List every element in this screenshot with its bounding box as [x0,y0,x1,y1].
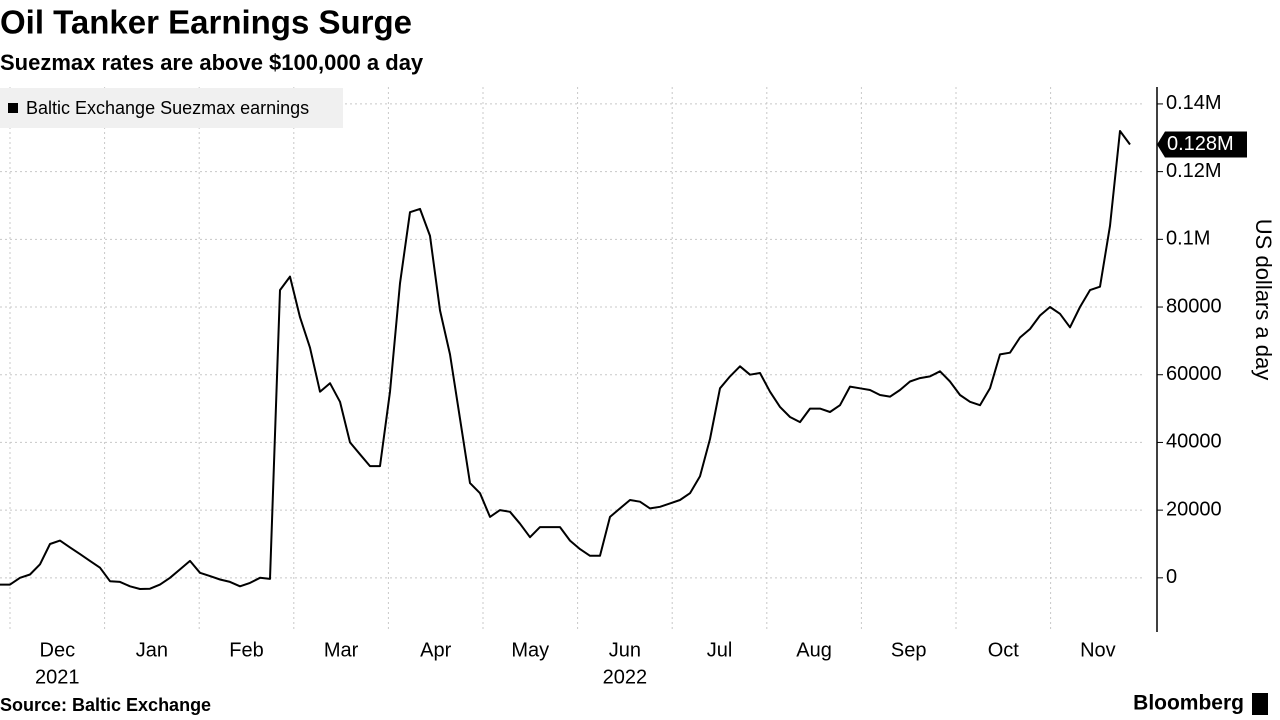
x-tick-label: Sep [891,639,927,661]
y-tick-label: 40000 [1166,431,1222,453]
x-tick-label: Jul [707,639,733,661]
chart-title: Oil Tanker Earnings Surge [0,4,412,41]
x-tick-label: May [511,639,549,661]
legend-label: Baltic Exchange Suezmax earnings [26,98,309,118]
x-year-label: 2021 [35,666,80,688]
y-tick-label: 0.14M [1166,92,1222,114]
x-year-label: 2022 [603,666,648,688]
y-tick-label: 80000 [1166,295,1222,317]
y-tick-label: 0.1M [1166,228,1210,250]
x-tick-label: Aug [796,639,832,661]
y-tick-label: 20000 [1166,498,1222,520]
y-axis-label: US dollars a day [1251,219,1276,380]
x-tick-label: Apr [420,639,451,661]
x-tick-label: Jun [609,639,641,661]
last-value-label: 0.128M [1167,133,1234,155]
brand: Bloomberg [1133,692,1244,715]
x-tick-label: Feb [229,639,263,661]
legend-box [0,88,343,128]
x-tick-label: Mar [324,639,359,661]
last-value-tag [1157,131,1247,158]
chart-subtitle: Suezmax rates are above $100,000 a day [0,50,424,75]
brand-icon [1252,693,1268,715]
x-tick-label: Dec [40,639,76,661]
x-tick-label: Jan [136,639,168,661]
line [0,130,1131,590]
y-tick-label: 60000 [1166,363,1222,385]
x-tick-label: Nov [1080,639,1116,661]
y-tick-label: 0.12M [1166,160,1222,182]
x-tick-label: Oct [988,639,1020,661]
legend-swatch [8,103,18,113]
y-tick-label: 0 [1166,566,1177,588]
source: Source: Baltic Exchange [0,695,211,715]
